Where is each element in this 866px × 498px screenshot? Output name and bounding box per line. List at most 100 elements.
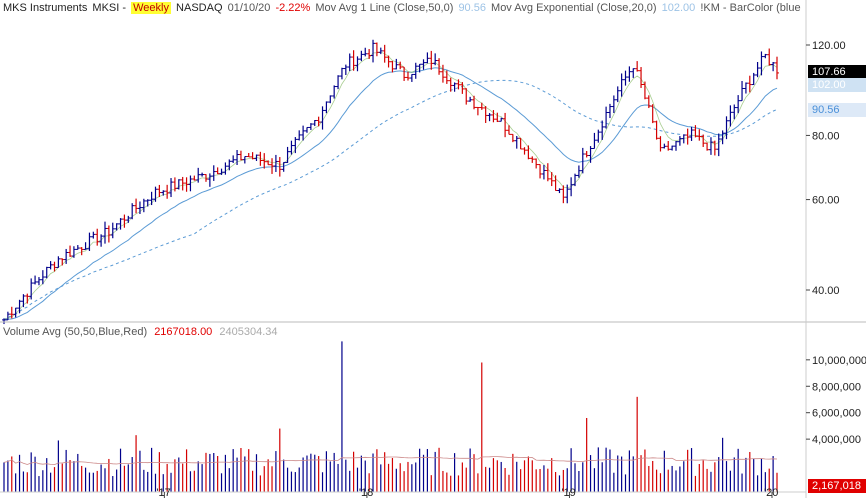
ohlc-bar <box>13 307 18 318</box>
volume-indicator-label[interactable]: Volume Avg (50,50,Blue,Red) <box>3 326 148 338</box>
ohlc-bar <box>526 145 531 160</box>
ohlc-bar <box>491 110 496 123</box>
timeframe-badge[interactable]: Weekly <box>131 2 171 14</box>
ohlc-bar <box>149 191 154 206</box>
ohlc-bar <box>102 221 107 244</box>
ohlc-bar <box>666 140 671 151</box>
ohlc-bar <box>475 106 480 116</box>
x-tick-label: '17 <box>156 487 170 498</box>
indicator-ema-value: 102.00 <box>661 2 696 14</box>
ohlc-bar <box>87 232 92 251</box>
ohlc-bar <box>545 163 550 182</box>
x-tick-label: '19 <box>561 487 575 498</box>
ohlc-bar <box>479 102 484 110</box>
ohlc-bar <box>2 318 6 325</box>
ohlc-bar <box>60 258 65 266</box>
ohlc-bar <box>573 173 578 187</box>
volume-avg-value: 2405304.34 <box>219 326 278 338</box>
sma-price-tag: 90.56 <box>808 103 866 117</box>
ohlc-bar <box>141 198 146 213</box>
ohlc-bar <box>472 95 477 110</box>
ohlc-bar <box>743 82 748 94</box>
ohlc-bar <box>623 70 628 86</box>
ohlc-bar <box>169 178 174 198</box>
ohlc-bar <box>308 123 313 131</box>
ohlc-bar <box>767 48 772 66</box>
symbol: MKSI - <box>92 2 127 14</box>
ohlc-bar <box>670 145 675 151</box>
sma-50-path <box>3 79 778 321</box>
ohlc-bar <box>437 58 442 75</box>
ohlc-bar <box>110 222 115 239</box>
ohlc-bar <box>83 242 88 250</box>
price-tick-label: 120.00 <box>812 40 846 52</box>
fast-ma-path <box>3 51 778 321</box>
ohlc-bar <box>207 173 212 187</box>
indicator-sma-value: 90.56 <box>458 2 486 14</box>
ohlc-bar <box>674 140 679 151</box>
ohlc-bar <box>588 146 593 163</box>
ohlc-bar <box>771 61 776 72</box>
ema-price-tag: 102.00 <box>808 78 866 92</box>
ohlc-bar <box>720 130 725 145</box>
ohlc-bar <box>266 160 271 166</box>
ohlc-bar <box>64 248 69 264</box>
ohlc-bar <box>740 81 745 102</box>
ohlc-bar <box>530 156 535 163</box>
ohlc-bar <box>584 151 589 158</box>
ohlc-bar <box>40 270 45 285</box>
ohlc-bar <box>153 186 158 202</box>
ohlc-bar <box>351 50 356 71</box>
ohlc-bar <box>281 161 286 172</box>
x-tick-label: '18 <box>359 487 373 498</box>
ohlc-bar <box>654 120 659 140</box>
ohlc-bar <box>99 234 104 247</box>
ohlc-bar <box>499 117 504 122</box>
ohlc-bar <box>270 158 275 174</box>
ohlc-bar <box>619 73 624 97</box>
ohlc-bar <box>36 277 41 286</box>
ohlc-bar <box>17 299 22 314</box>
ohlc-bar <box>708 137 713 155</box>
ohlc-bar <box>452 82 457 92</box>
ohlc-bar <box>759 51 764 76</box>
ohlc-bar <box>320 106 325 130</box>
ohlc-bar <box>685 128 690 145</box>
indicator-ema-label[interactable]: Mov Avg Exponential (Close,20,0) <box>491 2 657 14</box>
volume-bars <box>3 341 778 492</box>
ohlc-bar <box>316 116 321 127</box>
ohlc-bar <box>238 150 243 161</box>
ohlc-bar <box>134 198 139 214</box>
ohlc-bar <box>374 42 379 57</box>
ohlc-bar <box>180 176 185 191</box>
ohlc-bar <box>522 147 527 155</box>
ohlc-bar <box>433 53 438 66</box>
ohlc-bar <box>398 61 403 70</box>
ohlc-bar <box>79 247 84 256</box>
ohlc-bar <box>273 154 278 172</box>
volume-tick-label: 10,000,000 <box>812 355 866 367</box>
change-pct: -2.22% <box>275 2 311 14</box>
company-name: MKS Instruments <box>3 2 88 14</box>
ohlc-bar <box>289 140 294 155</box>
ohlc-bar <box>33 275 38 285</box>
ohlc-bar <box>44 266 49 279</box>
ohlc-bar <box>91 231 96 239</box>
ohlc-bar <box>250 152 255 160</box>
ohlc-bar <box>165 184 170 199</box>
ohlc-bar <box>712 140 717 156</box>
x-tick-label: '20 <box>764 487 778 498</box>
ohlc-bar <box>130 203 135 220</box>
ohlc-bar <box>394 58 399 70</box>
ohlc-bar <box>203 174 208 182</box>
ema-20-line <box>3 67 778 321</box>
ohlc-bar <box>48 261 53 270</box>
ohlc-bar <box>355 56 360 72</box>
volume-tick-label: 4,000,000 <box>812 434 861 446</box>
ohlc-bar <box>382 44 387 63</box>
ohlc-bar <box>538 164 543 179</box>
ohlc-bar <box>561 185 566 204</box>
ohlc-bar <box>71 246 76 258</box>
indicator-barcolor-label[interactable]: !KM - BarColor (blue <box>700 2 801 14</box>
indicator-sma-label[interactable]: Mov Avg 1 Line (Close,50,0) <box>315 2 454 14</box>
